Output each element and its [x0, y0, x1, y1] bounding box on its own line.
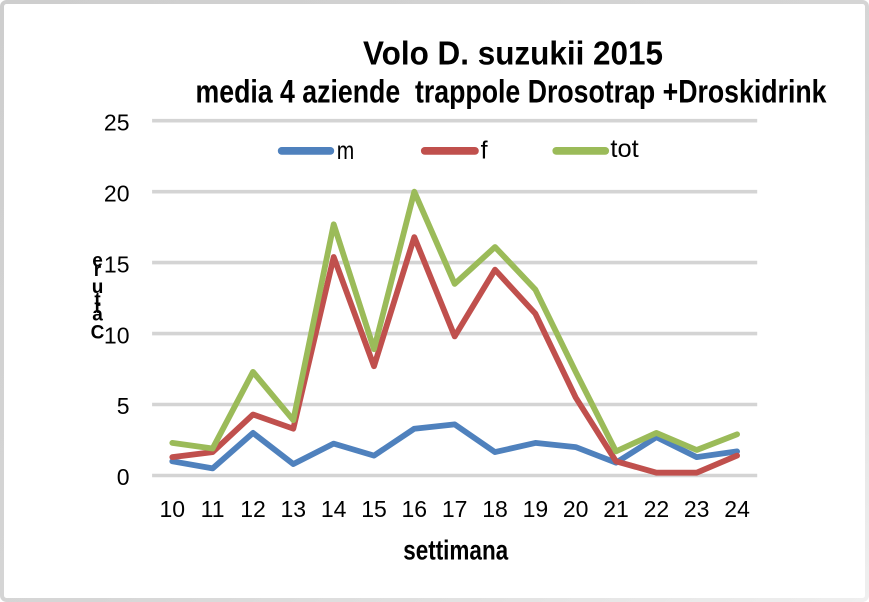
svg-text:14: 14	[321, 496, 347, 522]
svg-text:Volo D. suzukii 2015: Volo D. suzukii 2015	[363, 36, 663, 73]
svg-text:a: a	[92, 305, 103, 326]
svg-text:5: 5	[117, 393, 130, 419]
svg-text:r: r	[94, 260, 102, 281]
svg-text:u: u	[92, 277, 104, 298]
svg-text:f: f	[481, 137, 488, 165]
svg-text:11: 11	[201, 496, 225, 522]
svg-text:20: 20	[104, 180, 130, 206]
svg-text:t: t	[94, 297, 101, 318]
svg-text:15: 15	[104, 251, 130, 277]
svg-text:16: 16	[402, 496, 428, 522]
svg-text:23: 23	[684, 496, 710, 522]
svg-text:24: 24	[724, 496, 750, 522]
svg-text:settimana: settimana	[403, 534, 508, 565]
svg-text:13: 13	[281, 496, 307, 522]
svg-text:19: 19	[523, 496, 549, 522]
svg-text:10: 10	[160, 496, 186, 522]
svg-text:18: 18	[482, 496, 508, 522]
svg-text:25: 25	[104, 109, 130, 135]
svg-text:e: e	[92, 251, 103, 272]
svg-text:t: t	[94, 290, 101, 311]
svg-text:C: C	[91, 322, 105, 343]
svg-text:22: 22	[644, 496, 670, 522]
svg-text:20: 20	[563, 496, 589, 522]
svg-text:15: 15	[361, 496, 387, 522]
svg-text:media 4 aziende trappole Dros: media 4 aziende trappole Drosotrap +Dros…	[196, 74, 827, 110]
svg-text:m: m	[337, 137, 355, 165]
svg-text:21: 21	[603, 496, 629, 522]
svg-text:tot: tot	[610, 135, 638, 163]
svg-text:0: 0	[117, 464, 130, 490]
svg-text:17: 17	[442, 496, 468, 522]
svg-text:12: 12	[240, 496, 266, 522]
svg-text:10: 10	[104, 322, 130, 348]
